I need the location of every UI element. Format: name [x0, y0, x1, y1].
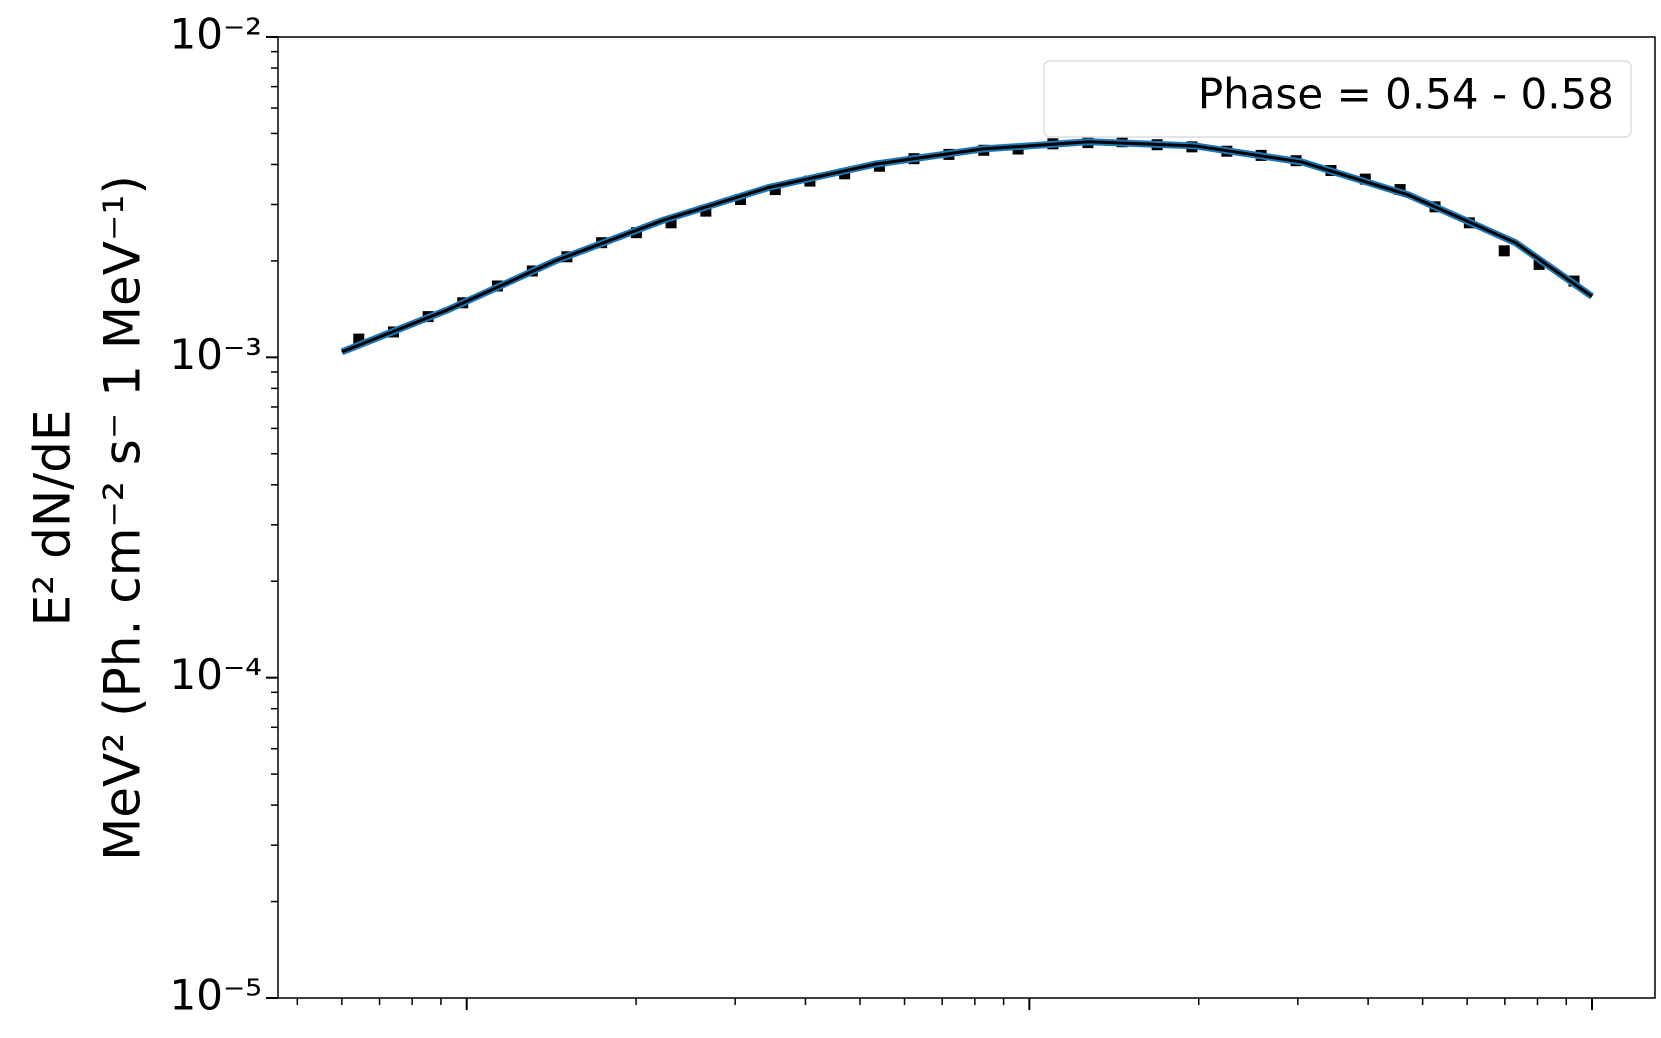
y-axis-label: MeV² (Ph. cm⁻² s⁻ 1 MeV⁻¹): [94, 175, 152, 861]
y-tick-label: 10⁻⁴: [170, 650, 262, 699]
legend-label: Phase = 0.54 - 0.58: [1198, 70, 1614, 119]
y-axis-label: E² dN/dE: [24, 410, 82, 627]
data-point: [1498, 245, 1510, 257]
legend-box: [1043, 60, 1632, 138]
plot-frame: [277, 36, 1656, 999]
y-tick-label: 10⁻³: [170, 330, 262, 379]
data-point: [665, 217, 677, 229]
y-tick-label: 10⁻⁵: [170, 971, 262, 1020]
model-line: [341, 140, 1593, 354]
data-point: [1533, 258, 1545, 270]
data-point: [353, 333, 365, 345]
data-point: [700, 205, 712, 217]
y-tick-label: 10⁻²: [170, 10, 262, 59]
